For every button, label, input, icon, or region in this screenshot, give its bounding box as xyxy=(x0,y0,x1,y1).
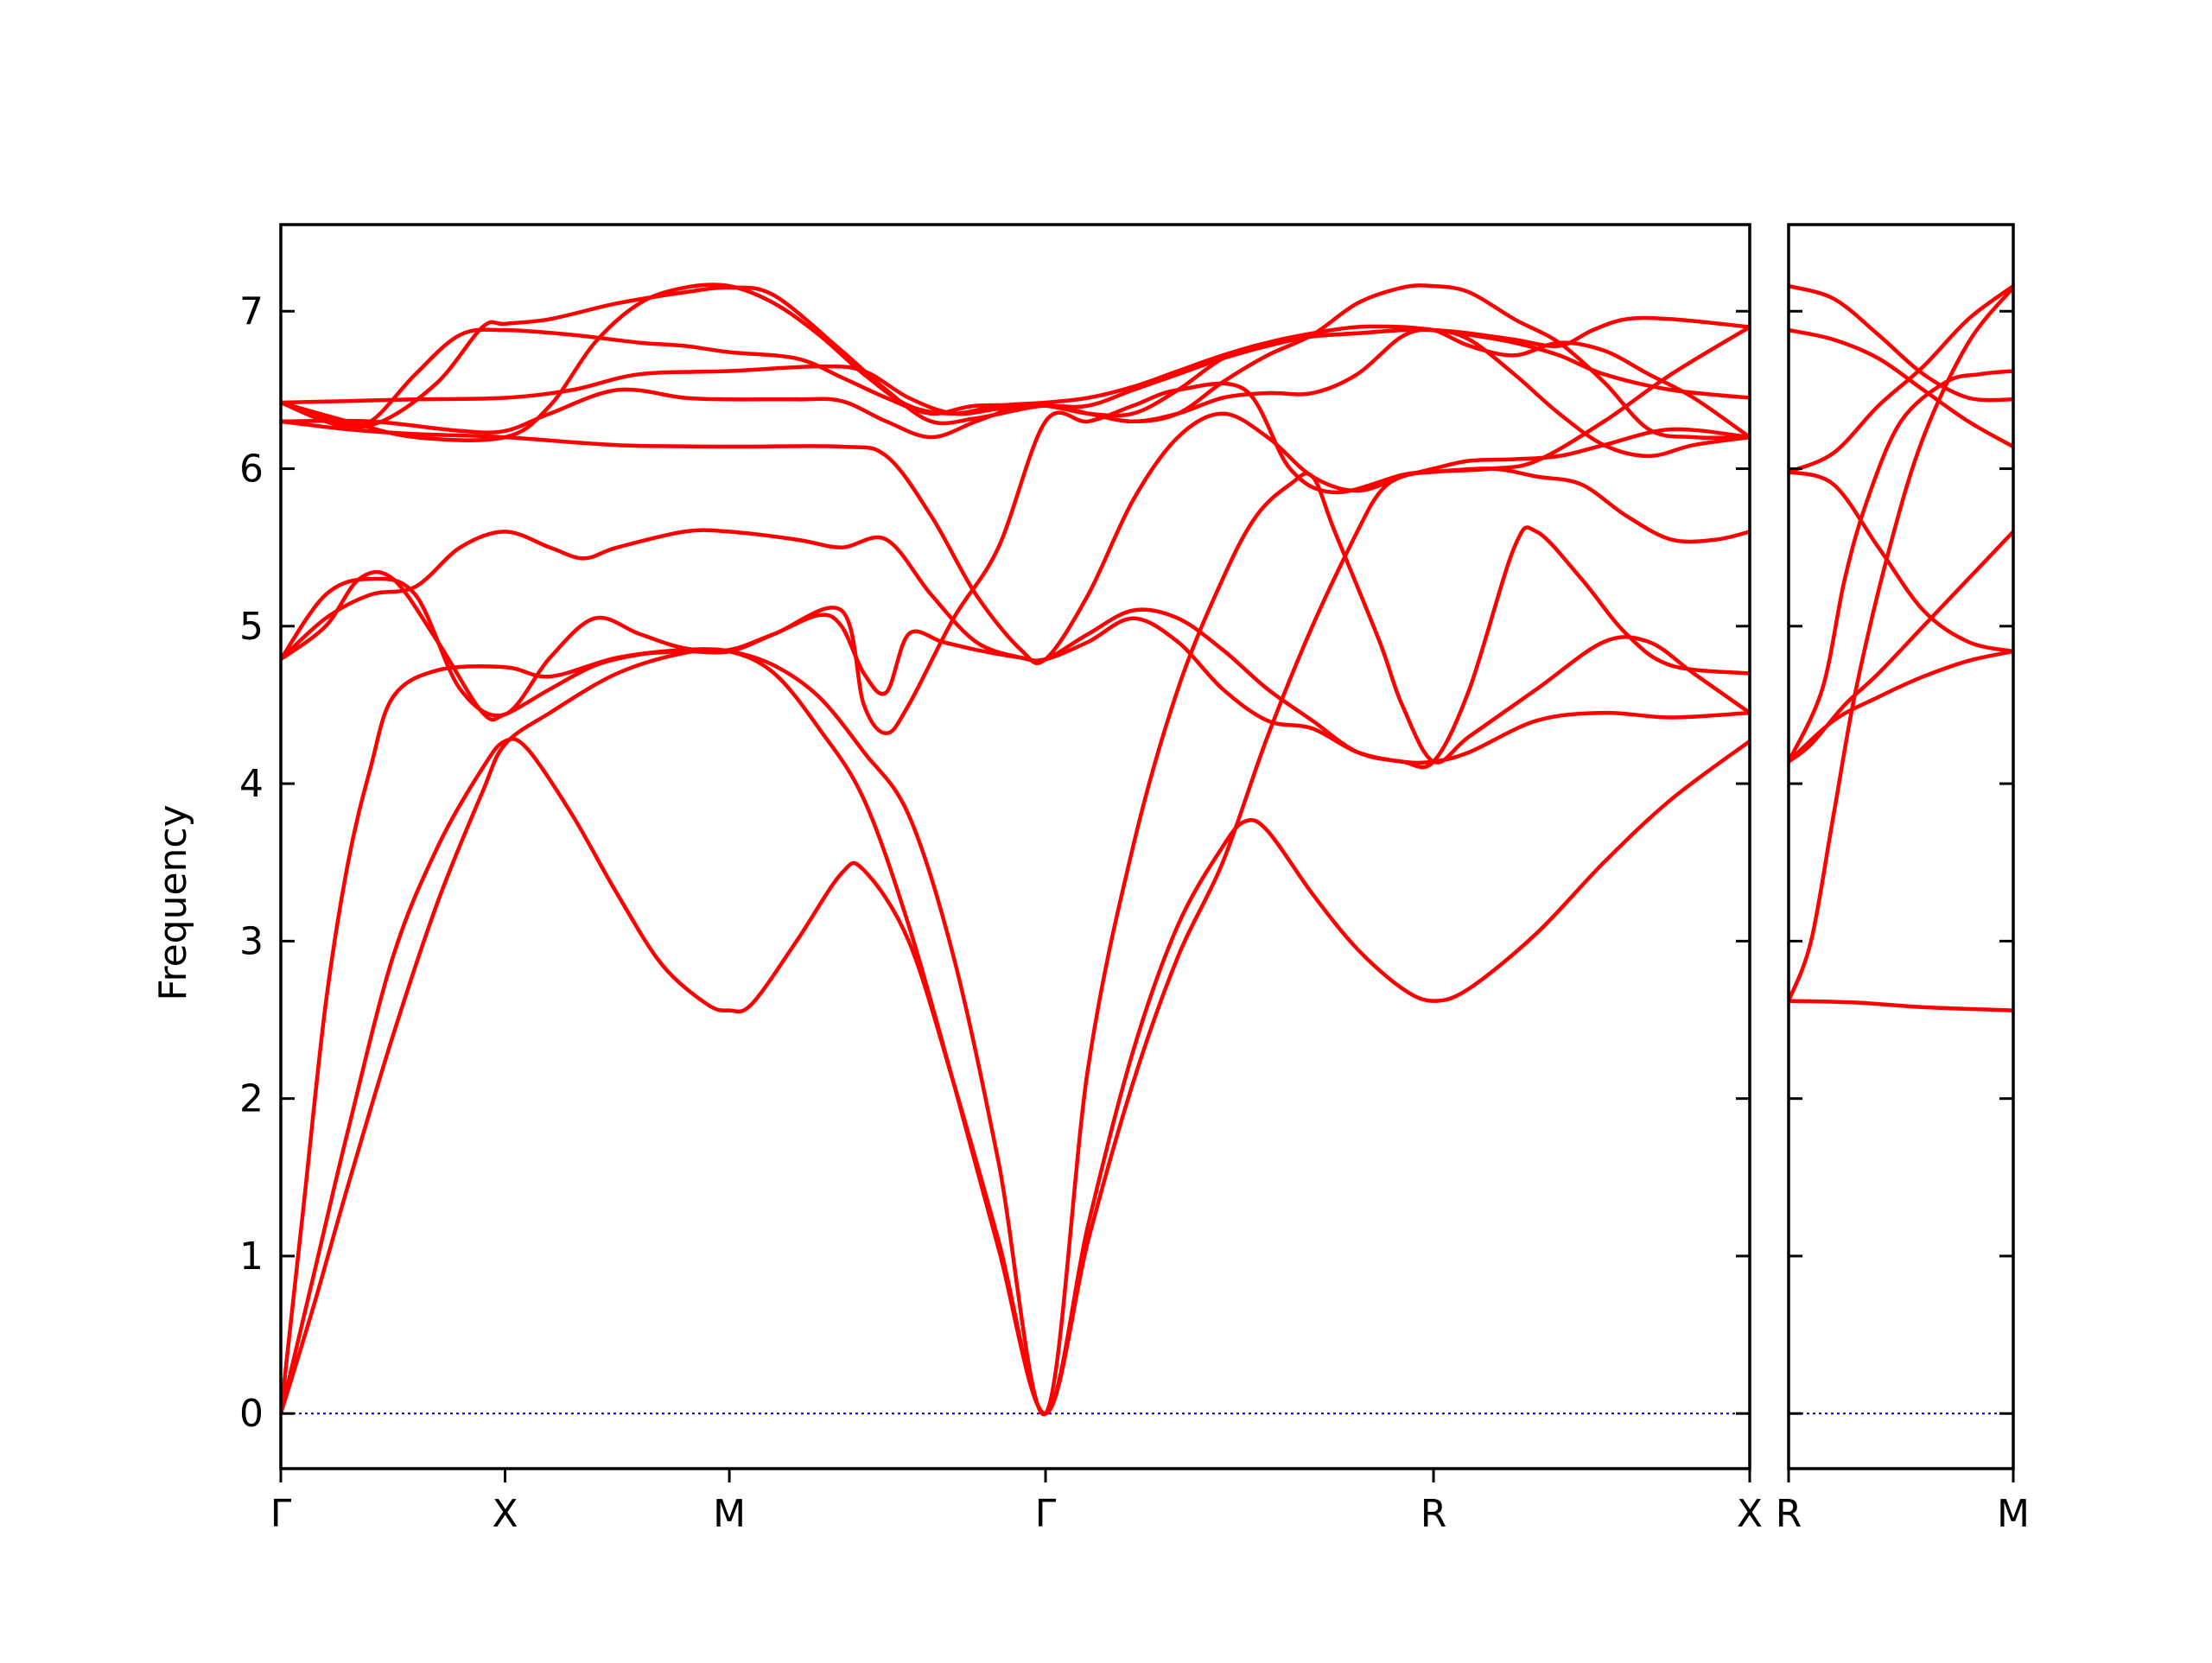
x-tick-label: Γ xyxy=(1035,1492,1057,1536)
band-group xyxy=(281,282,1750,1417)
x-tick-label: R xyxy=(1776,1492,1802,1536)
y-tick-label: 7 xyxy=(239,289,264,333)
x-tick-label: M xyxy=(1997,1492,2030,1536)
band-line-3 xyxy=(281,471,1750,1417)
y-tick-label: 3 xyxy=(239,919,264,963)
x-tick-label: X xyxy=(1737,1492,1763,1536)
band-line-5 xyxy=(1789,469,2013,654)
band-line-9 xyxy=(281,324,1750,418)
band-group xyxy=(1789,283,2013,1012)
band-line-7 xyxy=(1789,327,2013,449)
y-tick-label: 6 xyxy=(239,447,264,492)
band-line-1 xyxy=(1789,999,2013,1012)
x-tick-label: X xyxy=(492,1492,518,1536)
panel-frame xyxy=(1787,223,2015,1470)
y-axis-label: Frequency xyxy=(151,804,195,1000)
main-panel: 0 1 2 3 4 5 6 7 Γ X M Γ R X xyxy=(239,223,1763,1536)
y-tick-label: 4 xyxy=(239,762,264,806)
x-tick-label: Γ xyxy=(270,1492,292,1536)
band-line-4 xyxy=(1789,649,2013,764)
band-line-5 xyxy=(281,525,1750,770)
band-line-8 xyxy=(1789,283,2013,403)
band-line-6 xyxy=(1789,283,2013,474)
band-line-12 xyxy=(281,282,1750,442)
x-tick-label: R xyxy=(1421,1492,1447,1536)
y-tick-label: 1 xyxy=(239,1235,264,1279)
band-line-6 xyxy=(281,381,1750,736)
band-line-2 xyxy=(281,325,1750,1416)
panel-frame xyxy=(279,223,1751,1470)
y-tick-label: 2 xyxy=(239,1077,264,1121)
y-tick-label: 0 xyxy=(239,1392,264,1436)
x-tick-label: M xyxy=(713,1492,746,1536)
band-line-7 xyxy=(281,411,1750,665)
band-line-2 xyxy=(1789,285,2013,1003)
band-line-3 xyxy=(1789,369,2013,764)
band-line-11 xyxy=(281,283,1750,441)
y-tick-label: 5 xyxy=(239,605,264,649)
band-line-9 xyxy=(1789,530,2013,764)
